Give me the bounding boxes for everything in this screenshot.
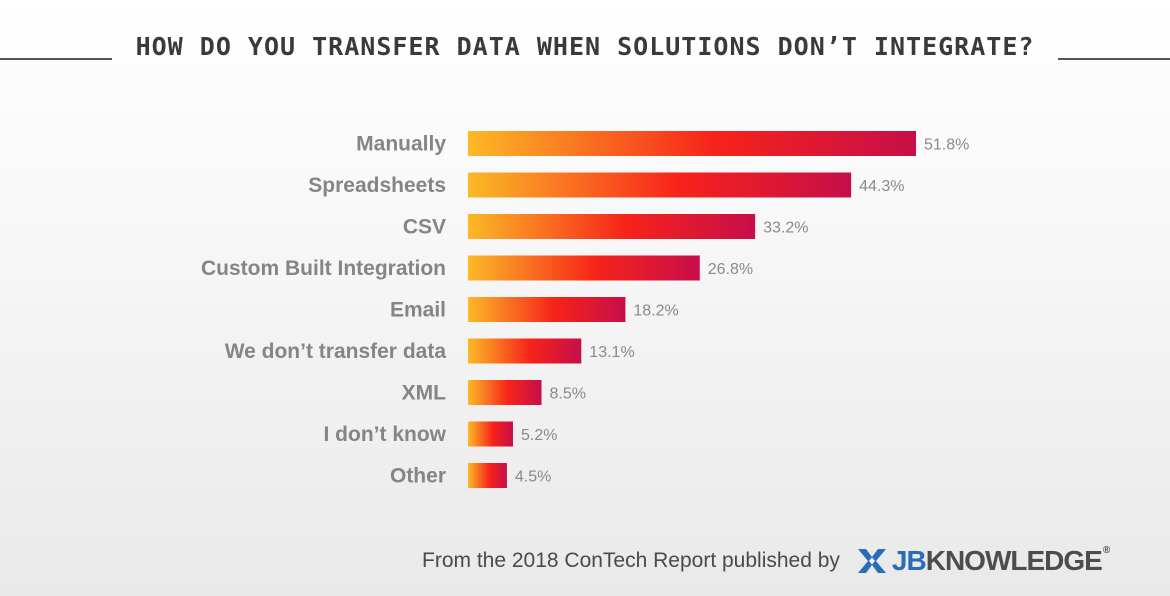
- logo-registered-mark: ®: [1102, 545, 1110, 556]
- bars-group: Manually 51.8% Spreadsheets 44.3% CSV 33.2% Cu…: [201, 131, 969, 488]
- category-label: CSV: [403, 216, 446, 239]
- chart-title-row: HOW DO YOU TRANSFER DATA WHEN SOLUTIONS …: [0, 28, 1170, 68]
- title-rule-left: [0, 58, 112, 60]
- value-label: 13.1%: [589, 344, 634, 361]
- jbknowledge-logo-icon: [857, 549, 886, 573]
- bar: [468, 380, 542, 405]
- value-label: 51.8%: [924, 137, 969, 154]
- bar: [468, 421, 513, 447]
- value-label: 33.2%: [763, 220, 808, 237]
- title-rule-right: [1058, 58, 1170, 60]
- bar: [468, 338, 582, 364]
- value-label: 5.2%: [521, 427, 557, 444]
- category-label: Spreadsheets: [308, 174, 446, 197]
- value-label: 18.2%: [633, 303, 678, 320]
- bar: [468, 297, 626, 322]
- category-label: Manually: [356, 133, 446, 156]
- category-label: I don’t know: [324, 423, 447, 446]
- chart-title: HOW DO YOU TRANSFER DATA WHEN SOLUTIONS …: [135, 32, 1035, 61]
- bar: [468, 214, 756, 239]
- category-label: XML: [402, 382, 447, 405]
- logo-knowledge: KNOWLEDGE: [925, 545, 1103, 576]
- value-label: 8.5%: [550, 386, 586, 403]
- logo-wordmark: JBKNOWLEDGE®: [891, 545, 1110, 577]
- category-label: Other: [390, 465, 446, 488]
- footer: From the 2018 ConTech Report published b…: [422, 545, 1110, 577]
- category-label: Email: [390, 299, 446, 322]
- value-label: 44.3%: [859, 178, 904, 195]
- bar: [468, 255, 700, 281]
- value-label: 4.5%: [515, 469, 551, 486]
- logo-jb: JB: [891, 545, 927, 576]
- value-label: 26.8%: [708, 261, 753, 278]
- bar: [468, 131, 916, 156]
- bar: [468, 463, 507, 488]
- category-label: Custom Built Integration: [201, 257, 446, 280]
- bar: [468, 172, 852, 198]
- source-credit: From the 2018 ConTech Report published b…: [422, 549, 840, 572]
- jbknowledge-logo: JBKNOWLEDGE®: [856, 545, 1110, 577]
- category-label: We don’t transfer data: [225, 340, 447, 363]
